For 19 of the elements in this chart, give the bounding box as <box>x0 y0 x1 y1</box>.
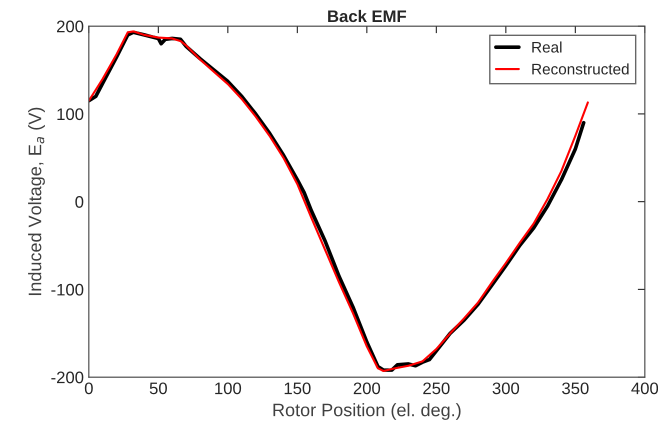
x-tick-label: 0 <box>84 382 93 394</box>
y-tick-label: 0 <box>75 196 84 208</box>
legend-label: Reconstructed <box>532 63 629 75</box>
x-tick-label: 350 <box>562 382 589 394</box>
x-tick-label: 150 <box>284 382 311 394</box>
y-tick-label: 100 <box>57 108 84 120</box>
x-tick-label: 50 <box>150 382 167 394</box>
x-tick-label: 400 <box>631 382 658 394</box>
x-tick-label: 100 <box>215 382 242 394</box>
chart-title: Back EMF <box>328 10 406 22</box>
x-axis-title: Rotor Position (el. deg.) <box>273 403 461 420</box>
x-tick-label: 250 <box>423 382 450 394</box>
legend-label: Real <box>532 41 562 53</box>
y-tick-label: 200 <box>57 20 84 32</box>
y-tick-label: -100 <box>51 284 84 296</box>
x-tick-label: 300 <box>492 382 520 394</box>
x-tick-label: 200 <box>354 382 380 394</box>
y-tick-label: -200 <box>51 372 84 384</box>
y-axis-title: Induced Voltage, E$_{a}$ (V) <box>28 108 45 296</box>
